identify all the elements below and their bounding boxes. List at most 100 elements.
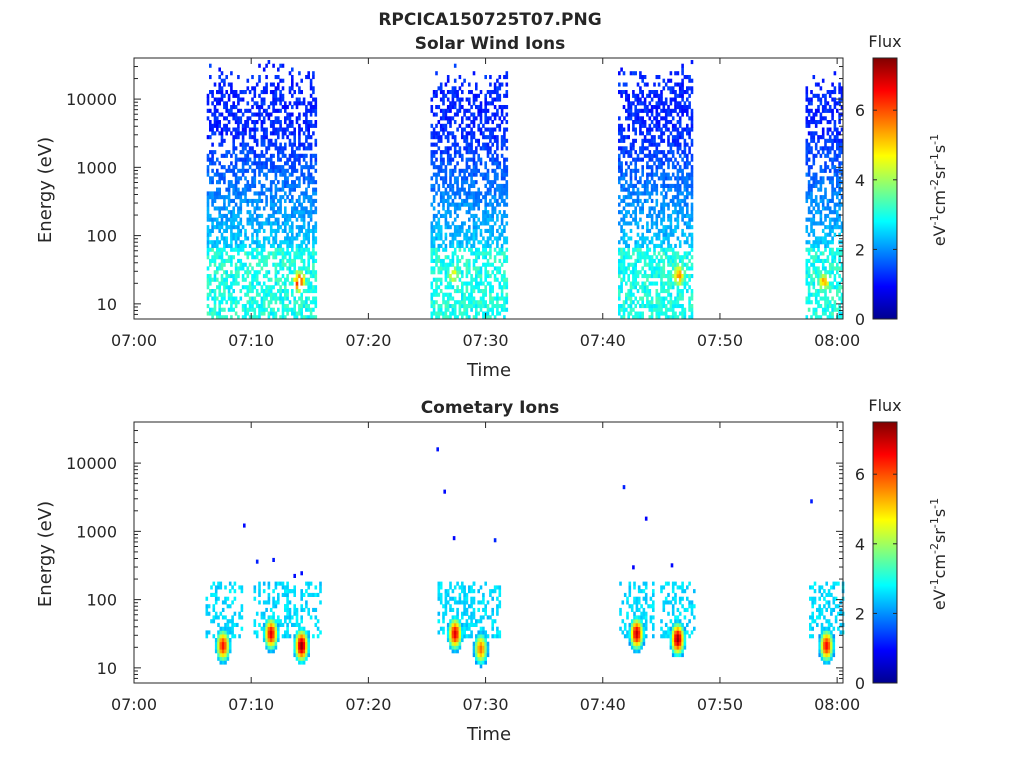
heatmap-cell (223, 195, 226, 200)
heatmap-cell (840, 93, 844, 98)
heatmap-cell (817, 202, 820, 207)
heatmap-cell (449, 123, 452, 128)
heatmap-cell (484, 221, 487, 226)
heatmap-cell (248, 183, 252, 188)
heatmap-cell (211, 131, 214, 136)
heatmap-cell (676, 93, 680, 98)
heatmap-cell (244, 270, 247, 275)
heatmap-cell (505, 195, 509, 200)
heatmap-cell (503, 127, 506, 132)
heatmap-cell (683, 307, 687, 312)
heatmap-cell (272, 311, 275, 316)
heatmap-cell (302, 101, 306, 106)
heatmap-cell (505, 300, 509, 305)
heatmap-cell (491, 225, 494, 230)
heatmap-cell (265, 127, 268, 132)
heatmap-cell (244, 183, 247, 188)
heatmap-cell (456, 202, 459, 207)
heatmap-cell (470, 206, 473, 211)
heatmap-cell (484, 266, 487, 271)
heatmap-cell (272, 63, 275, 68)
heatmap-cell (653, 172, 656, 177)
heatmap-cell (239, 191, 243, 196)
heatmap-cell (305, 75, 308, 80)
heatmap-cell (458, 195, 462, 200)
heatmap-cell (838, 285, 841, 290)
heatmap-cell (435, 247, 438, 252)
heatmap-cell (468, 146, 471, 151)
heatmap-cell (463, 176, 466, 181)
heatmap-cell (838, 202, 841, 207)
heatmap-cell (298, 86, 301, 91)
heatmap-cell (269, 90, 273, 95)
heatmap-cell (453, 135, 457, 140)
heatmap-cell (279, 63, 282, 68)
heatmap-cell (831, 183, 834, 188)
heatmap-cell (209, 127, 212, 132)
heatmap-cell (298, 131, 301, 136)
heatmap-cell (814, 82, 818, 87)
heatmap-cell (817, 289, 820, 294)
heatmap-cell (676, 172, 680, 177)
heatmap-cell (828, 266, 832, 271)
heatmap-cell (444, 270, 448, 275)
heatmap-cell (620, 90, 623, 95)
heatmap-cell (625, 187, 628, 192)
heatmap-cell (470, 195, 473, 200)
heatmap-cell (272, 180, 275, 185)
heatmap-cell (500, 146, 504, 151)
heatmap-cell (244, 232, 247, 237)
heatmap-cell (470, 202, 473, 207)
heatmap-cell (302, 195, 306, 200)
heatmap-cell (241, 262, 245, 267)
heatmap-cell (465, 198, 469, 203)
heatmap-cell (228, 641, 232, 646)
heatmap-cell (620, 228, 623, 233)
heatmap-cell (655, 315, 659, 320)
heatmap-cell (463, 292, 466, 297)
heatmap-cell (648, 240, 652, 245)
heatmap-cell (821, 78, 825, 83)
heatmap-cell (453, 289, 457, 294)
heatmap-cell (470, 172, 473, 177)
heatmap-cell (807, 131, 811, 136)
heatmap-cell (648, 127, 652, 132)
heatmap-cell (690, 202, 694, 207)
heatmap-cell (639, 146, 642, 151)
heatmap-cell (676, 221, 680, 226)
heatmap-cell (807, 172, 811, 177)
heatmap-cell (274, 176, 278, 181)
heatmap-cell (812, 157, 816, 162)
heatmap-cell (646, 198, 649, 203)
heatmap-cell (456, 187, 459, 192)
heatmap-cell (627, 101, 630, 106)
heatmap-cell (456, 127, 459, 132)
heatmap-cell (810, 150, 813, 155)
heatmap-cell (493, 277, 497, 282)
heatmap-cell (833, 191, 837, 196)
heatmap-cell (678, 123, 682, 128)
heatmap-cell (472, 157, 476, 162)
heatmap-cell (472, 165, 476, 170)
heatmap-cell (650, 258, 654, 263)
heatmap-cell (456, 255, 459, 260)
heatmap-cell (206, 97, 210, 102)
heatmap-cell (216, 180, 219, 185)
heatmap-cell (686, 202, 689, 207)
heatmap-cell (232, 191, 235, 196)
heatmap-cell (213, 172, 217, 177)
heatmap-cell (286, 217, 289, 222)
heatmap-cell (439, 213, 443, 218)
heatmap-cell (669, 300, 673, 305)
heatmap-cell (458, 202, 462, 207)
heatmap-cell (223, 292, 226, 297)
heatmap-cell (667, 236, 670, 241)
heatmap-cell (430, 131, 434, 136)
heatmap-cell (269, 638, 273, 643)
heatmap-cell (648, 150, 652, 155)
heatmap-cell (288, 183, 292, 188)
heatmap-cell (258, 105, 261, 110)
heatmap-cell (667, 262, 670, 267)
heatmap-cell (484, 93, 487, 98)
heatmap-cell (451, 251, 455, 256)
